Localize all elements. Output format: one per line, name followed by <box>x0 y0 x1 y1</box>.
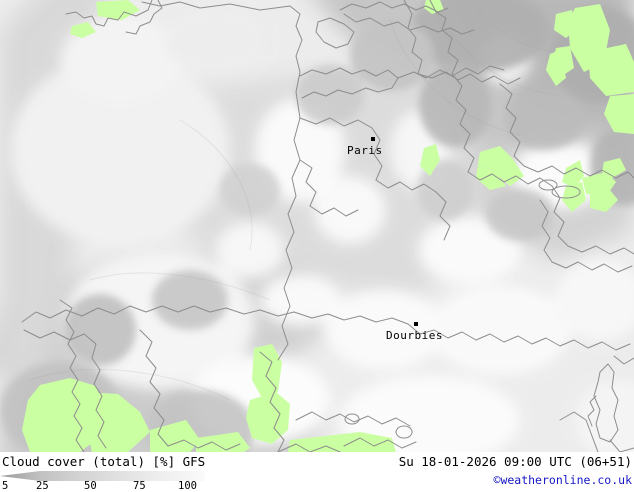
product-title: Cloud cover (total) [%] GFS <box>2 454 206 469</box>
city-dot-icon <box>371 137 375 141</box>
clear-green-patches <box>22 0 634 452</box>
colorbar-tick: 5 <box>2 480 9 492</box>
map-canvas <box>0 0 634 452</box>
cloud-cover-colorbar <box>0 470 205 481</box>
city-label-dourbies: Dourbies <box>386 329 443 342</box>
map-footer: Cloud cover (total) [%] GFS Su 18-01-202… <box>0 452 634 492</box>
colorbar-tick: 50 <box>84 480 97 492</box>
colorbar-tick: 25 <box>36 480 49 492</box>
cloud-contour-bands <box>29 0 601 401</box>
colorbar-tick: 100 <box>178 480 197 492</box>
forecast-timestamp: Su 18-01-2026 09:00 UTC (06+51) <box>398 454 632 469</box>
colorbar-gradient <box>0 471 205 481</box>
coastlines-borders <box>21 0 634 452</box>
copyright-link[interactable]: ©weatheronline.co.uk <box>493 473 632 487</box>
colorbar-tick: 75 <box>133 480 146 492</box>
cloud-cover-map[interactable]: Paris Dourbies <box>0 0 634 452</box>
colorbar-tick-labels: 5 25 50 75 100 <box>0 480 230 492</box>
city-dot-icon <box>414 322 418 326</box>
city-label-paris: Paris <box>347 144 383 157</box>
